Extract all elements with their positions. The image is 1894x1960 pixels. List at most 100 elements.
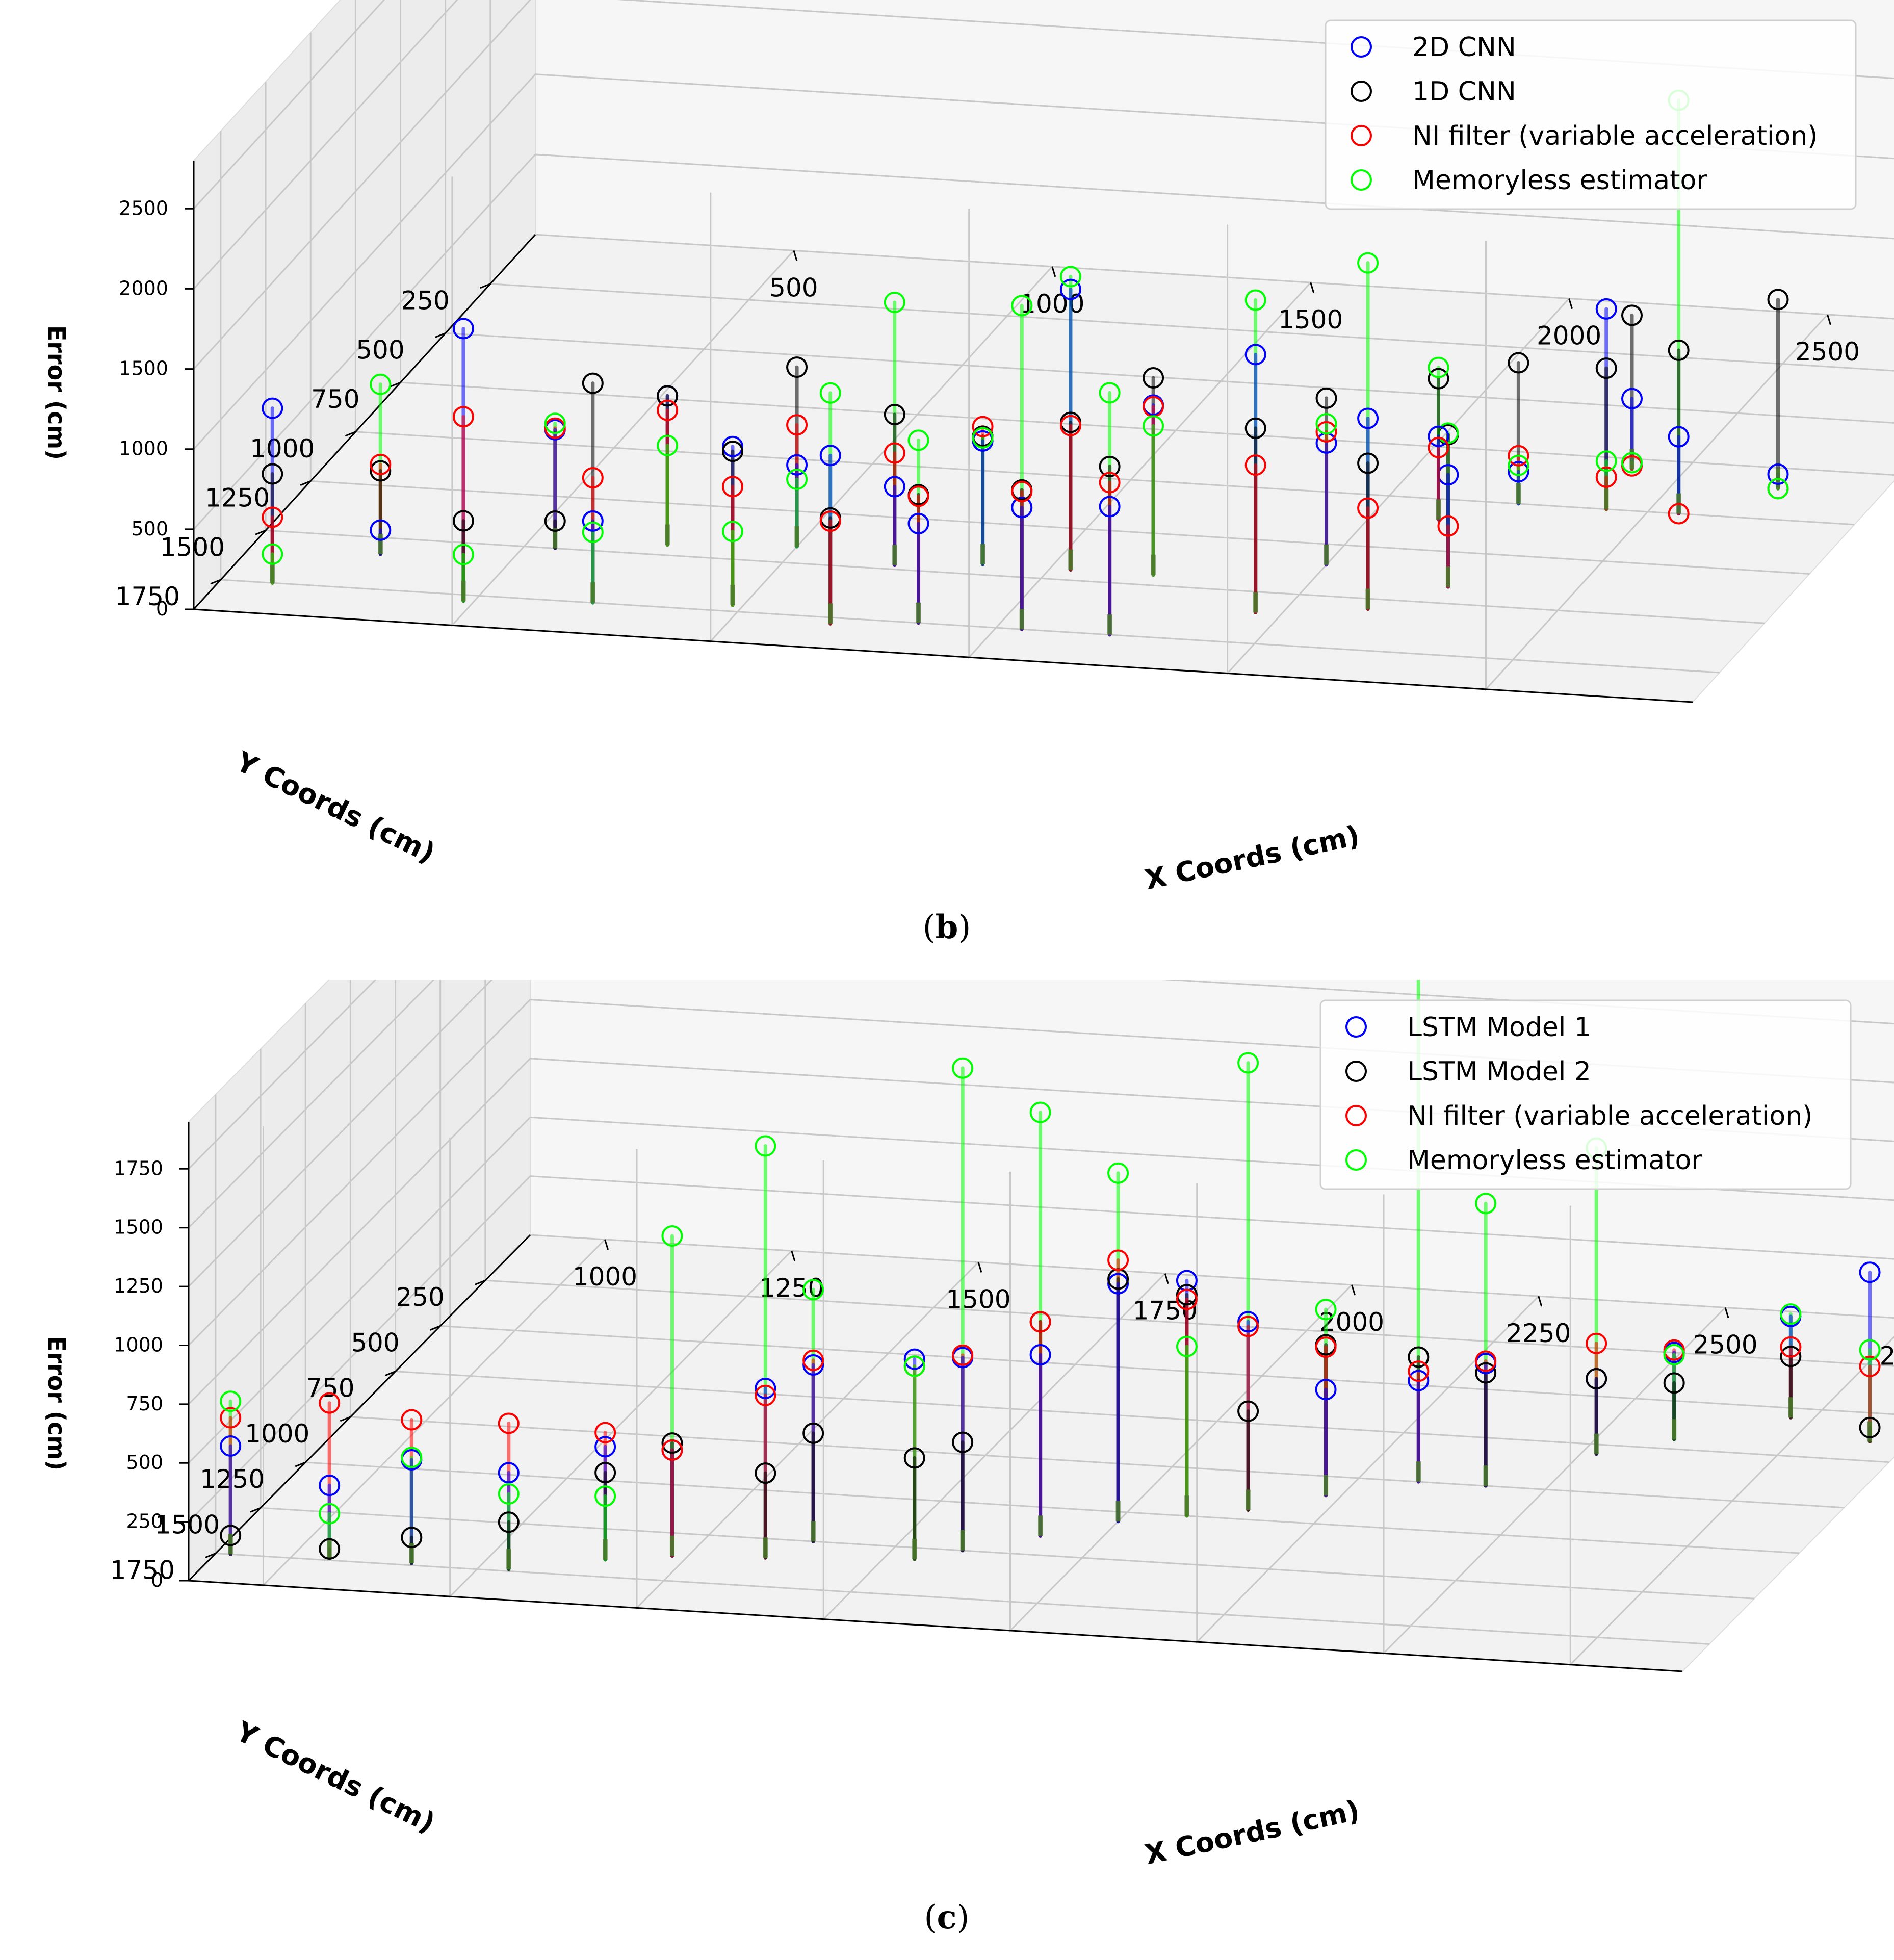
- b-marker-memoryless-estimator: [1011, 295, 1033, 317]
- b-z-tick-label: 2000: [119, 277, 168, 299]
- c-marker-lstm-model-2: [220, 1525, 242, 1546]
- c-legend-label: LSTM Model 1: [1407, 1012, 1591, 1043]
- c-marker-lstm-model-1: [1029, 1344, 1051, 1365]
- c-x-tick-label: 1500: [946, 1284, 1010, 1314]
- b-y-axis-line: [193, 234, 536, 610]
- c-y-tick: [340, 1416, 351, 1422]
- c-x-tick: [1724, 1307, 1729, 1318]
- b-marker-2d-cnn: [1621, 388, 1643, 409]
- b-legend-label: 2D CNN: [1412, 32, 1516, 63]
- c-marker-lstm-model-1: [1408, 1370, 1430, 1391]
- c-marker-memoryless-estimator: [1029, 1101, 1051, 1123]
- b-marker-memoryless-estimator: [1244, 289, 1266, 311]
- b-marker-2d-cnn: [1011, 497, 1033, 519]
- b-marker-ni-filter-variable-acceleration-: [1244, 454, 1266, 476]
- c-marker-memoryless-estimator: [1107, 1162, 1129, 1184]
- c-marker-memoryless-estimator: [755, 1135, 776, 1157]
- b-marker-memoryless-estimator: [786, 469, 808, 491]
- c-marker-ni-filter-variable-acceleration-: [1237, 1316, 1259, 1337]
- c-marker-memoryless-estimator: [1663, 1344, 1685, 1365]
- c-marker-memoryless-estimator: [498, 1483, 520, 1505]
- c-y-tick-label: 750: [306, 1374, 354, 1403]
- c-y-tick: [384, 1371, 396, 1377]
- c-y-tick: [295, 1461, 306, 1467]
- b-marker-ni-filter-variable-acceleration-: [370, 453, 392, 475]
- c-marker-lstm-model-2: [1237, 1400, 1259, 1422]
- c-marker-lstm-model-1: [755, 1377, 776, 1399]
- c-marker-ni-filter-variable-acceleration-: [1663, 1339, 1685, 1361]
- b-marker-ni-filter-variable-acceleration-: [884, 442, 905, 464]
- c-marker-lstm-model-2: [661, 1432, 683, 1454]
- b-marker-1d-cnn: [1143, 367, 1164, 389]
- b-marker-2d-cnn: [1244, 344, 1266, 366]
- c-marker-memoryless-estimator: [1176, 1335, 1198, 1357]
- b-marker-2d-cnn: [370, 519, 392, 541]
- c-y-tick-label: 500: [351, 1328, 399, 1357]
- b-z-grid-line: [193, 153, 1894, 530]
- b-marker-memoryless-estimator: [544, 412, 566, 434]
- b-marker-ni-filter-variable-acceleration-: [582, 467, 604, 489]
- c-x-axis-line: [188, 1580, 1683, 1672]
- b-marker-ni-filter-variable-acceleration-: [786, 414, 808, 436]
- b-marker-1d-cnn: [1767, 289, 1789, 311]
- c-marker-lstm-model-2: [1859, 1416, 1881, 1438]
- c-legend-box: [1319, 999, 1852, 1190]
- b-marker-memoryless-estimator: [1508, 454, 1529, 476]
- b-z-tick-label: 1000: [119, 437, 168, 460]
- b-x-tick: [793, 250, 798, 261]
- c-y-tick-label: 1500: [155, 1510, 220, 1539]
- b-marker-1d-cnn: [1595, 357, 1617, 379]
- b-marker-1d-cnn: [1621, 304, 1643, 326]
- b-z-grid-line: [193, 0, 385, 210]
- c-z-tick-label: 1500: [114, 1216, 163, 1239]
- b-marker-memoryless-estimator: [1595, 450, 1617, 472]
- c-x-axis-label: X Coords (cm): [1142, 1794, 1362, 1871]
- b-y-tick-label: 1750: [115, 582, 180, 611]
- b-z-axis-label: Error (cm): [43, 325, 70, 460]
- b-y-tick-label: 1250: [205, 483, 270, 513]
- c-marker-lstm-model-2: [1663, 1372, 1685, 1394]
- b-marker-memoryless-estimator: [1428, 356, 1449, 378]
- c-marker-ni-filter-variable-acceleration-: [220, 1407, 242, 1429]
- c-marker-lstm-model-2: [1780, 1346, 1802, 1368]
- b-marker-1d-cnn: [370, 460, 392, 482]
- chart-c: 0 250 500 750 1000 1250 1500 1750 1000 1250 1500 17…: [0, 980, 1894, 1960]
- b-marker-ni-filter-variable-acceleration-: [657, 399, 679, 421]
- b-marker-ni-filter-variable-acceleration-: [1437, 515, 1459, 537]
- b-marker-1d-cnn: [657, 385, 679, 407]
- c-x-tick: [977, 1261, 982, 1273]
- b-y-tick-label: 750: [311, 384, 359, 414]
- b-legend: 2D CNN 1D CNN NI filter (variable accelera…: [1325, 19, 1857, 210]
- b-legend-label: NI filter (variable acceleration): [1412, 121, 1818, 151]
- c-marker-ni-filter-variable-acceleration-: [401, 1409, 423, 1431]
- c-caption: (c): [924, 1898, 970, 1937]
- c-marker-lstm-model-1: [594, 1436, 616, 1458]
- c-x-tick: [604, 1239, 609, 1250]
- c-marker-lstm-model-2: [1408, 1346, 1430, 1368]
- b-marker-ni-filter-variable-acceleration-: [1315, 421, 1337, 443]
- c-z-grid-line: [188, 980, 435, 1228]
- b-marker-2d-cnn: [1059, 278, 1081, 300]
- b-marker-ni-filter-variable-acceleration-: [452, 406, 474, 428]
- c-z-tick-label: 0: [151, 1569, 163, 1591]
- c-z-tick-label: 1000: [114, 1333, 163, 1356]
- b-marker-ni-filter-variable-acceleration-: [819, 510, 841, 532]
- b-y-tick: [255, 529, 266, 535]
- c-marker-lstm-model-2: [498, 1511, 520, 1533]
- b-x-tick: [1310, 282, 1315, 293]
- b-legend-marker: [1351, 36, 1372, 58]
- b-legend-label: 1D CNN: [1412, 76, 1516, 107]
- b-marker-memoryless-estimator: [721, 521, 743, 543]
- c-legend-marker: [1345, 1105, 1367, 1126]
- c-marker-ni-filter-variable-acceleration-: [1475, 1350, 1497, 1372]
- c-y-tick: [475, 1279, 486, 1285]
- b-marker-1d-cnn: [452, 510, 474, 532]
- b-z-tick-label: 500: [131, 518, 168, 540]
- c-marker-ni-filter-variable-acceleration-: [594, 1422, 616, 1443]
- b-marker-memoryless-estimator: [884, 292, 905, 314]
- c-y-tick-label: 1750: [110, 1555, 175, 1585]
- c-marker-memoryless-estimator: [1859, 1339, 1881, 1361]
- b-marker-2d-cnn: [452, 318, 474, 340]
- c-y-tick: [250, 1507, 261, 1513]
- c-y-axis-label: Y Coords (cm): [230, 1715, 440, 1839]
